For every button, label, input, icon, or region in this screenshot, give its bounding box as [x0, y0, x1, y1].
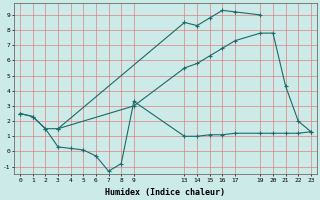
X-axis label: Humidex (Indice chaleur): Humidex (Indice chaleur) — [106, 188, 226, 197]
